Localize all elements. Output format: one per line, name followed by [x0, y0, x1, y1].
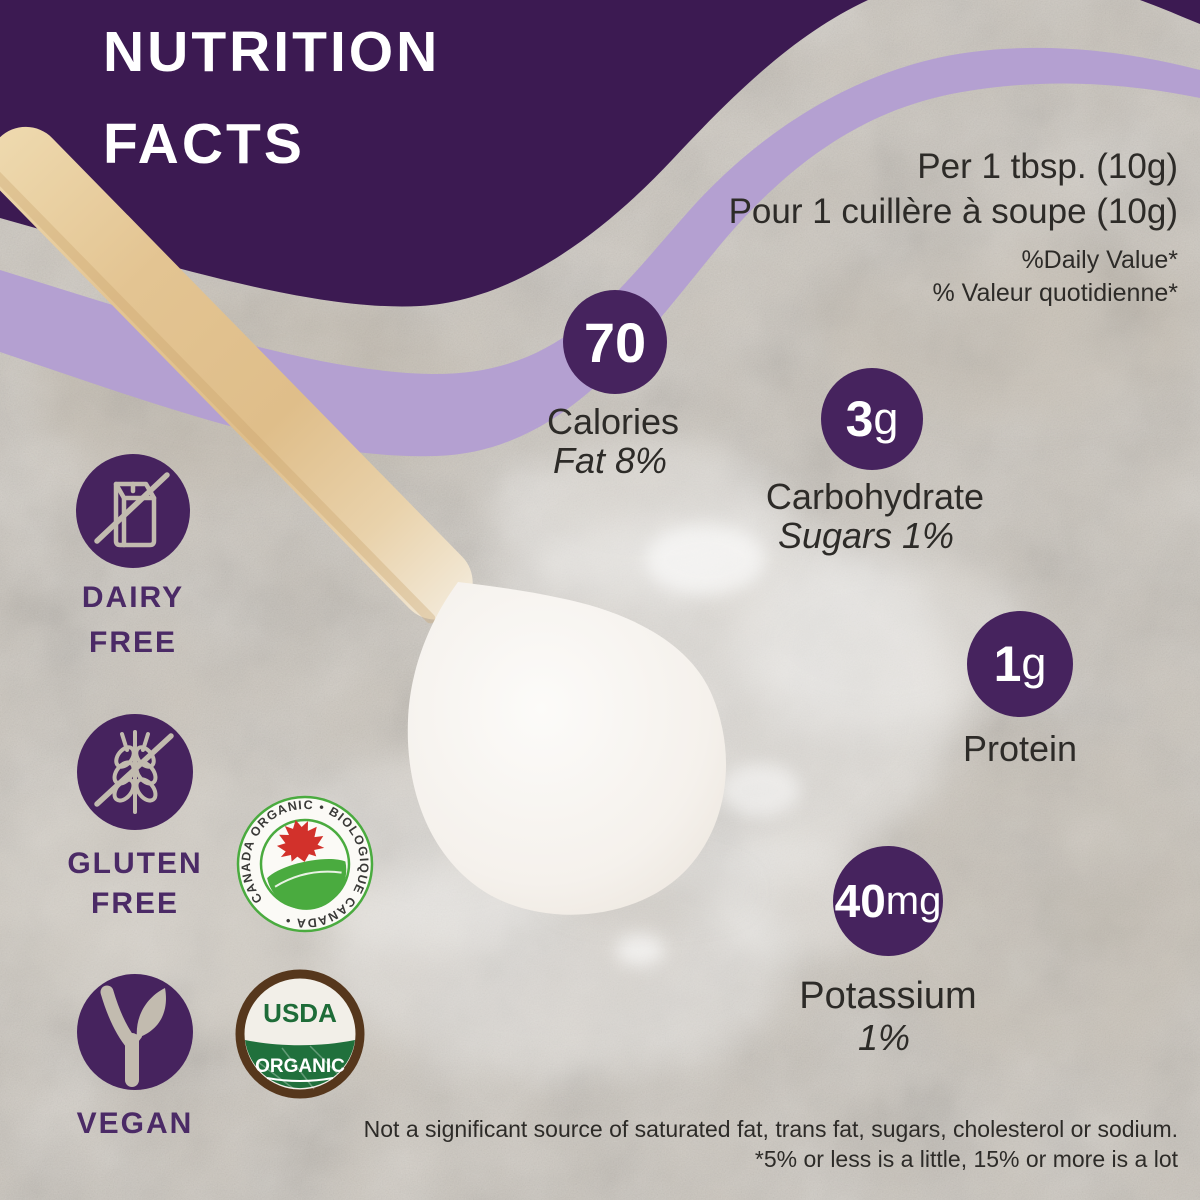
- usda-green-field: [245, 1040, 355, 1089]
- dairy-free-label-line2: FREE: [88, 626, 178, 659]
- serving-size-en: Per 1 tbsp. (10g): [917, 147, 1178, 186]
- header-wave-dark: [0, 0, 868, 307]
- disclaimer: Not a significant source of saturated fa…: [364, 1114, 1178, 1174]
- dairy-free-label-line1: DAIRY: [81, 581, 185, 614]
- serving-info: Per 1 tbsp. (10g) Pour 1 cuillère à soup…: [729, 144, 1178, 310]
- title-line-2: FACTS: [103, 112, 305, 176]
- vegan-icon: [77, 974, 193, 1090]
- maple-leaf: [276, 819, 325, 862]
- usda-organic-badge: USDA ORGANIC: [235, 969, 365, 1099]
- dairy-free-icon: [76, 454, 190, 568]
- potassium-sub: 1%: [857, 1017, 911, 1058]
- potassium-circle: 40 mg: [833, 846, 943, 956]
- potassium-label: Potassium: [799, 975, 977, 1017]
- carbohydrate-sub: Sugars 1%: [777, 515, 955, 556]
- gluten-free-icon: [77, 714, 193, 830]
- disclaimer-line1: Not a significant source of saturated fa…: [363, 1116, 1178, 1142]
- title-line-1: NUTRITION: [103, 20, 441, 84]
- header-wave-corner: [1140, 0, 1200, 24]
- powder-spoonful: [407, 582, 727, 915]
- calories-sub: Fat 8%: [552, 440, 668, 481]
- usda-organic-text: ORGANIC: [255, 1056, 345, 1077]
- slash-glyph: [94, 733, 174, 807]
- calories-circle: 70: [563, 290, 667, 394]
- protein-label: Protein: [962, 728, 1078, 769]
- milk-carton-glyph: [113, 481, 157, 548]
- leaf-v-glyph: [100, 985, 166, 1087]
- slash-glyph: [94, 472, 170, 544]
- disclaimer-line2: *5% or less is a little, 15% or more is …: [754, 1146, 1178, 1172]
- gluten-free-label-line1: GLUTEN: [67, 847, 203, 880]
- daily-value-en: %Daily Value*: [1021, 246, 1178, 274]
- usda-text: USDA: [263, 998, 337, 1028]
- carbohydrate-label: Carbohydrate: [765, 476, 985, 517]
- serving-size-fr: Pour 1 cuillère à soupe (10g): [728, 192, 1178, 231]
- daily-value-fr: % Valeur quotidienne*: [932, 279, 1178, 307]
- gluten-free-label-line2: FREE: [90, 887, 180, 920]
- wooden-spoon: [0, 126, 473, 624]
- page-title: NUTRITION FACTS: [103, 6, 440, 190]
- calories-label: Calories: [546, 401, 680, 442]
- vegan-label: VEGAN: [76, 1107, 194, 1140]
- powder: [280, 440, 1030, 1080]
